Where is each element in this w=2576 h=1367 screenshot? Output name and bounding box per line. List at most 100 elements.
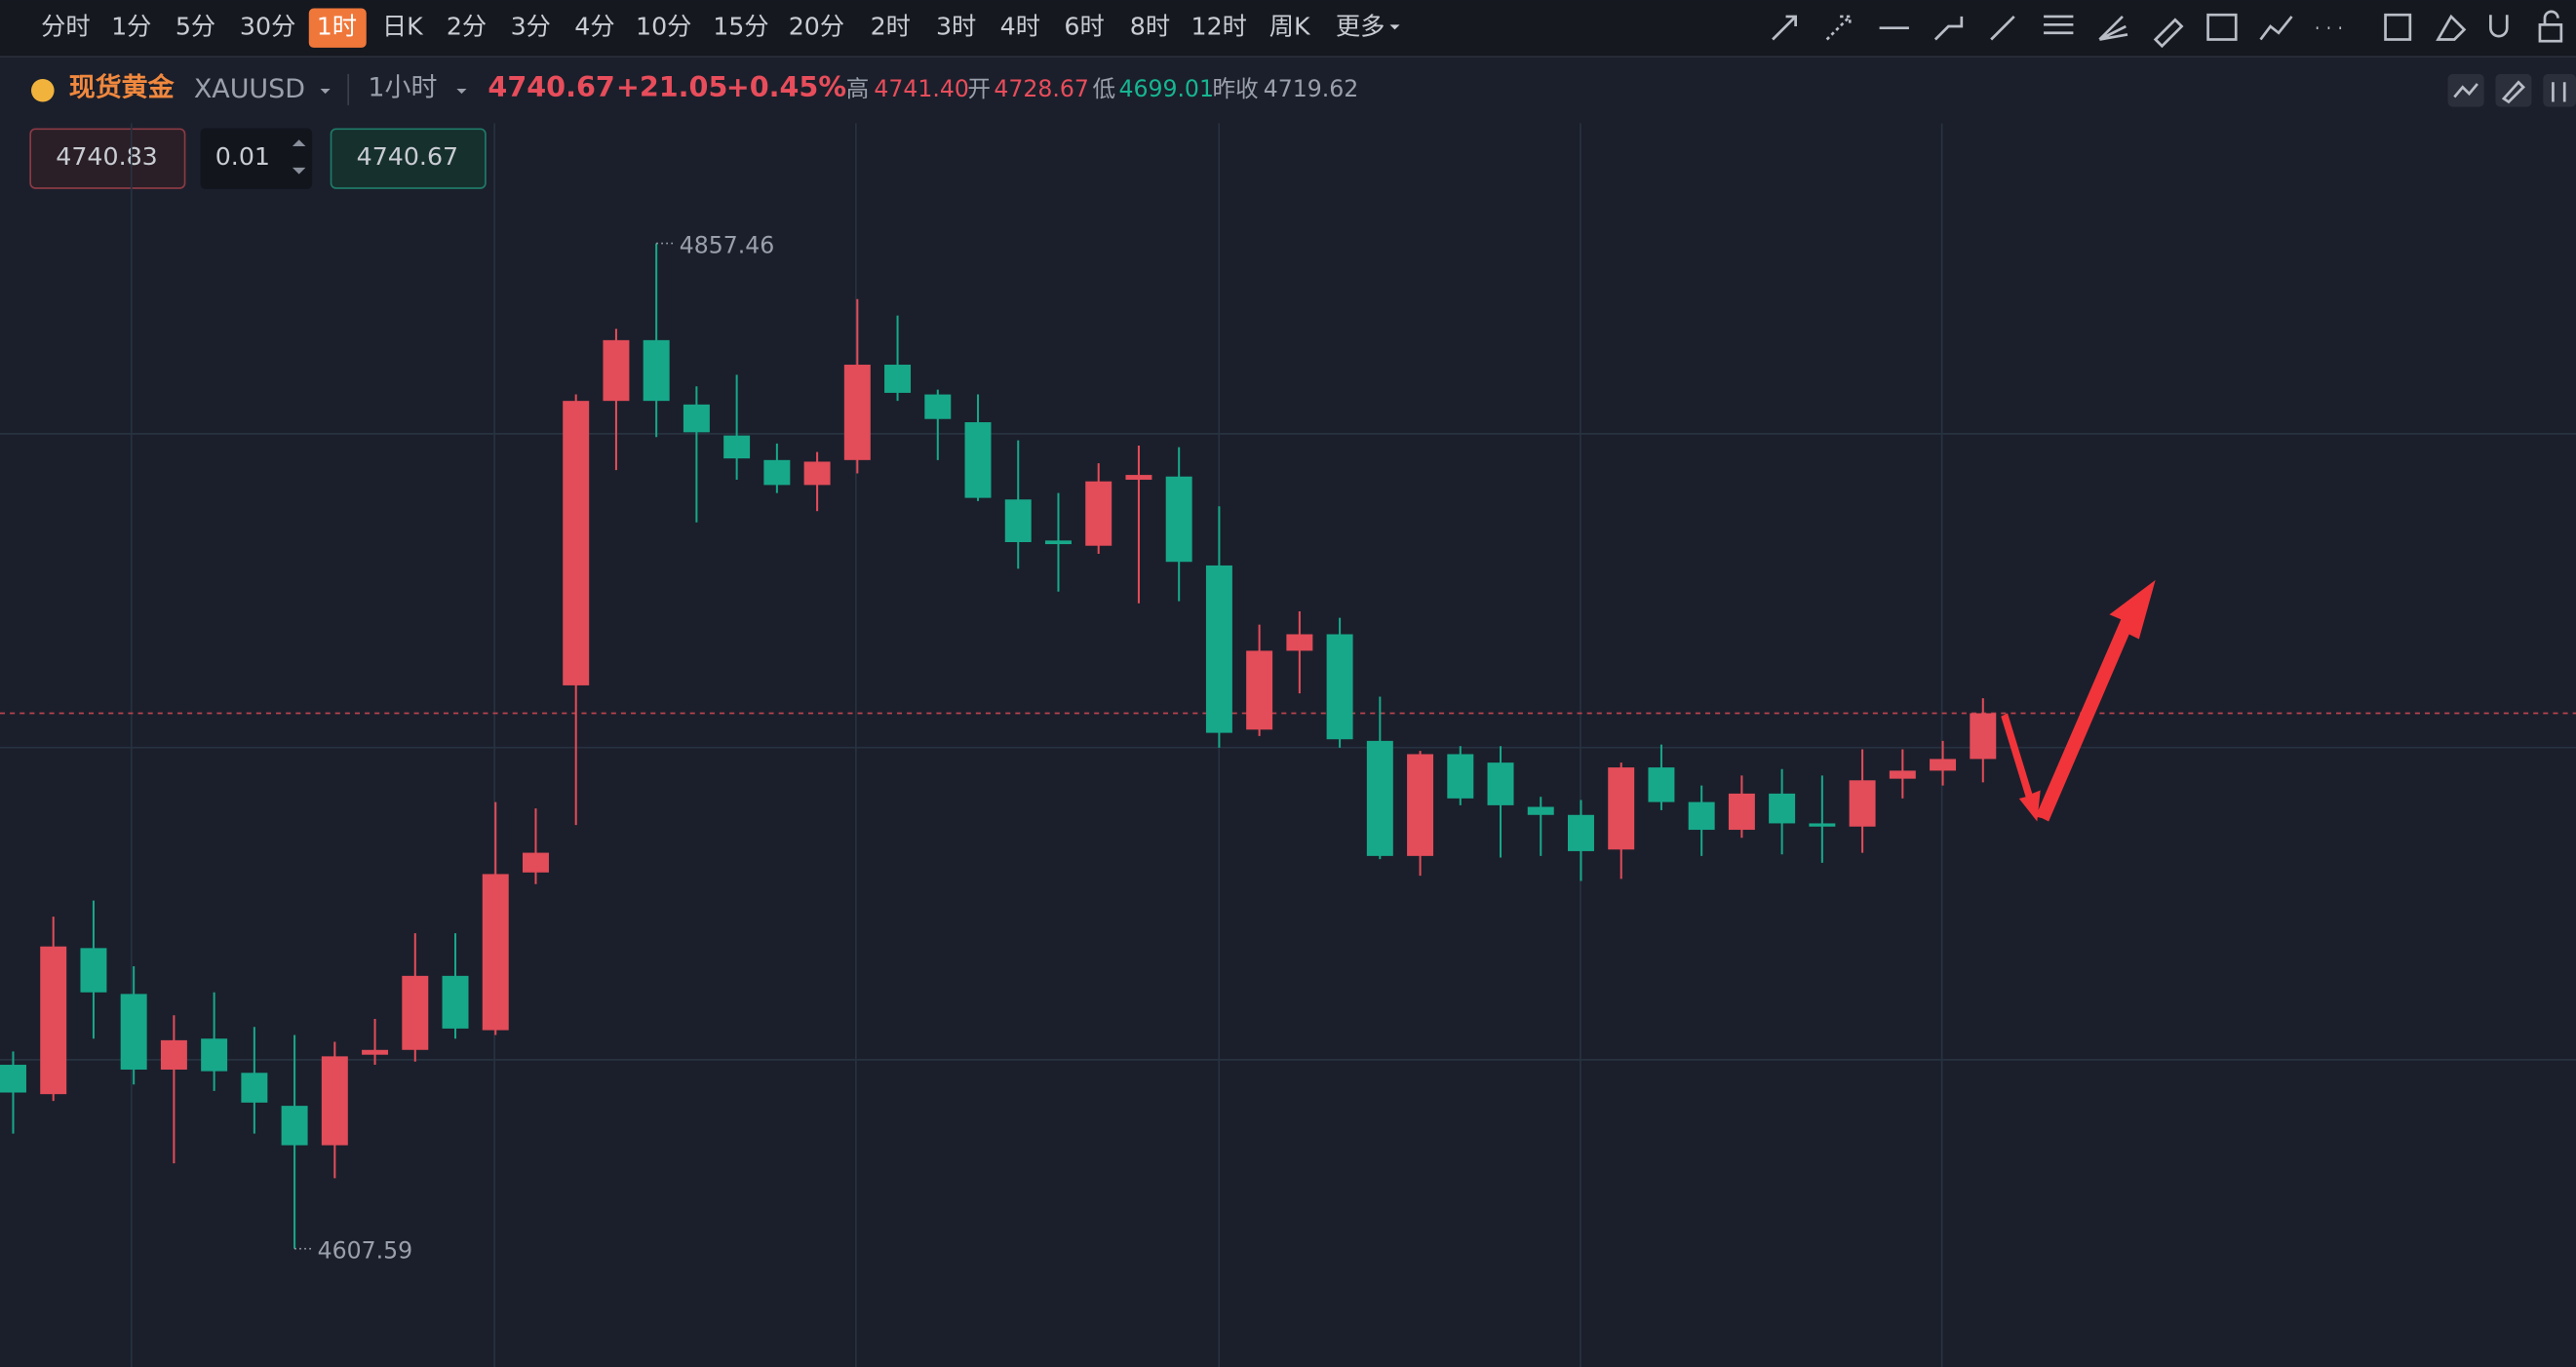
interval-button[interactable]: 日K: [382, 13, 424, 41]
candle-body: [442, 975, 469, 1029]
candle-body: [1044, 540, 1072, 545]
candle-body: [1889, 770, 1916, 779]
sell-button[interactable]: [29, 128, 186, 189]
buy-button[interactable]: [330, 128, 487, 189]
interval-button[interactable]: 30分: [240, 13, 295, 41]
interval-button[interactable]: 4时: [1000, 13, 1040, 41]
interval-button[interactable]: 1时: [317, 13, 357, 41]
min-label: 4607.59: [318, 1237, 413, 1265]
grid: [0, 123, 2576, 1367]
candle-body: [884, 365, 912, 393]
high-label: 高: [846, 75, 870, 102]
candle-body: [160, 1039, 187, 1070]
candle-body: [1286, 634, 1313, 651]
more-button[interactable]: 更多: [1336, 13, 1386, 41]
candle-body: [563, 401, 590, 685]
candle-body: [1688, 801, 1715, 831]
interval-button[interactable]: 3分: [511, 13, 551, 41]
sell-price[interactable]: 4740.83: [56, 142, 157, 171]
interval-button[interactable]: 15分: [713, 13, 768, 41]
low-label: 低: [1092, 75, 1115, 102]
prev-close-label: 昨收: [1212, 75, 1258, 102]
lots-input[interactable]: [200, 128, 313, 189]
candle-body: [924, 394, 952, 419]
candle-body: [843, 365, 871, 460]
more-caret: [1389, 24, 1400, 30]
candle-body: [1246, 650, 1273, 730]
candle-body: [1728, 793, 1755, 831]
candle-body: [1809, 823, 1836, 827]
interval-button[interactable]: 3时: [936, 13, 976, 41]
candle-body: [522, 852, 549, 873]
candle-body: [603, 339, 630, 402]
candle-body: [321, 1056, 348, 1146]
interval-button[interactable]: 周K: [1269, 13, 1311, 41]
buy-price[interactable]: 4740.67: [357, 142, 458, 171]
interval-button[interactable]: 20分: [789, 13, 844, 41]
interval-button[interactable]: 6时: [1064, 13, 1104, 41]
toolbar: [0, 0, 2576, 57]
candle-body: [1970, 713, 1997, 760]
candle-body: [803, 461, 831, 486]
interval-button[interactable]: 8时: [1130, 13, 1170, 41]
candle-body: [201, 1038, 228, 1072]
candle-body: [723, 435, 751, 459]
candle-body: [1527, 806, 1554, 815]
candle-body: [402, 975, 429, 1050]
drawing-tools[interactable]: [1772, 10, 2563, 49]
gold-icon: [31, 78, 55, 102]
interval-caret: [456, 89, 467, 95]
interval-button[interactable]: 4分: [574, 13, 614, 41]
symbol-code[interactable]: XAUUSD: [194, 74, 305, 104]
candle-body: [964, 422, 992, 498]
candle-body: [763, 459, 791, 486]
interval-select[interactable]: 1小时: [368, 73, 437, 103]
candle-body: [1769, 793, 1796, 824]
symbol-caret: [320, 89, 331, 95]
candle-body: [1165, 476, 1192, 563]
high-value: 4741.40: [874, 75, 969, 102]
interval-button[interactable]: 2时: [871, 13, 911, 41]
open-value: 4728.67: [994, 75, 1089, 102]
symbol-name[interactable]: 现货黄金: [69, 72, 176, 103]
candle-body: [241, 1073, 268, 1103]
candle-body: [1608, 767, 1635, 850]
annotation-arrows: [2001, 579, 2156, 822]
interval-button[interactable]: 5分: [176, 13, 215, 41]
low-value: 4699.01: [1118, 75, 1214, 102]
last-price: 4740.67: [488, 70, 614, 103]
candle-body: [281, 1106, 308, 1146]
candle-body: [362, 1049, 389, 1055]
interval-button[interactable]: 10分: [636, 13, 691, 41]
candle-body: [1849, 780, 1876, 827]
chart-tools[interactable]: [2447, 73, 2576, 107]
prev-close-value: 4719.62: [1264, 75, 1359, 102]
max-label: 4857.46: [680, 231, 775, 258]
candle-body: [1567, 814, 1594, 851]
candle-body: [1447, 754, 1474, 799]
interval-button[interactable]: 分时: [41, 13, 91, 41]
change-pct: +0.45%: [726, 70, 846, 103]
candle-body: [1205, 565, 1232, 733]
interval-button[interactable]: 12时: [1191, 13, 1247, 41]
candle-body: [0, 1065, 26, 1093]
candle-body: [120, 994, 147, 1070]
candle-body: [643, 339, 670, 402]
candle-body: [1930, 759, 1957, 771]
candle-body: [1085, 481, 1112, 546]
candle-body: [40, 946, 67, 1095]
lots-value[interactable]: 0.01: [215, 142, 270, 171]
interval-button[interactable]: 1分: [111, 13, 151, 41]
candle-body: [1366, 740, 1393, 856]
candle-body: [482, 874, 509, 1031]
candle-body: [1407, 754, 1434, 856]
active-interval-bg: [308, 8, 367, 48]
candle-body: [1487, 762, 1514, 805]
candle-body: [80, 948, 107, 993]
candle-body: [683, 404, 710, 433]
candle-body: [1004, 499, 1032, 543]
interval-button[interactable]: 2分: [447, 13, 487, 41]
open-label: 开: [967, 75, 991, 102]
